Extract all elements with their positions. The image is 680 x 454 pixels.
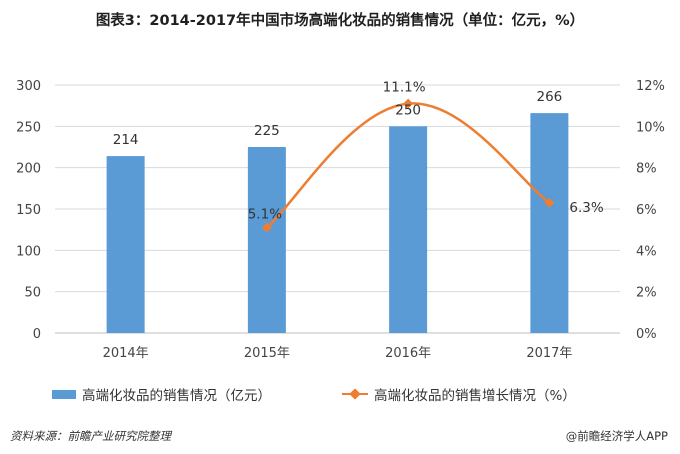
- source-note: 资料来源：前瞻产业研究院整理: [10, 429, 171, 443]
- x-tick-label: 2015年: [244, 346, 290, 361]
- bar-data-label: 266: [536, 89, 562, 105]
- bar: [247, 147, 286, 333]
- y-right-tick-label: 4%: [636, 244, 657, 259]
- y-left-tick-label: 100: [16, 244, 41, 259]
- brand-credit: @前瞻经济学人APP: [565, 429, 668, 443]
- legend-item-sales: 高端化妆品的销售情况（亿元）: [52, 384, 271, 404]
- bar-data-label: 225: [254, 123, 280, 139]
- y-right-tick-label: 12%: [636, 79, 665, 94]
- bar-data-label: 214: [113, 132, 139, 148]
- y-left-tick-label: 200: [16, 162, 41, 177]
- y-left-tick-label: 50: [24, 286, 41, 301]
- bar: [106, 156, 145, 333]
- x-tick-label: 2017年: [526, 346, 572, 361]
- bar-data-label: 250: [395, 102, 421, 118]
- bar: [530, 113, 569, 334]
- y-left-tick-label: 300: [16, 79, 41, 94]
- y-left-tick-label: 150: [16, 203, 41, 218]
- line-point: [544, 197, 555, 208]
- chart-title: 图表3：2014-2017年中国市场高端化妆品的销售情况（单位：亿元，%）: [95, 13, 585, 29]
- x-tick-label: 2016年: [385, 346, 431, 361]
- y-left-tick-label: 250: [16, 120, 41, 135]
- legend-label-growth: 高端化妆品的销售增长情况（%）: [374, 388, 576, 404]
- y-right-tick-label: 10%: [636, 120, 665, 135]
- line-data-label: 6.3%: [569, 200, 603, 216]
- line-point: [261, 222, 272, 233]
- y-right-tick-label: 2%: [636, 286, 657, 301]
- line-data-label: 11.1%: [383, 80, 426, 96]
- legend-item-growth: 高端化妆品的销售增长情况（%）: [342, 384, 576, 404]
- bar: [389, 126, 428, 333]
- y-right-tick-label: 8%: [636, 162, 657, 177]
- legend-swatch-bar: [52, 389, 76, 399]
- legend-swatch-line: [342, 393, 368, 395]
- y-left-tick-label: 0: [33, 327, 41, 342]
- line-data-label: 5.1%: [248, 207, 282, 223]
- legend-label-sales: 高端化妆品的销售情况（亿元）: [82, 388, 271, 404]
- y-right-tick-label: 6%: [636, 203, 657, 218]
- y-right-tick-label: 0%: [636, 327, 657, 342]
- x-tick-label: 2014年: [103, 346, 149, 361]
